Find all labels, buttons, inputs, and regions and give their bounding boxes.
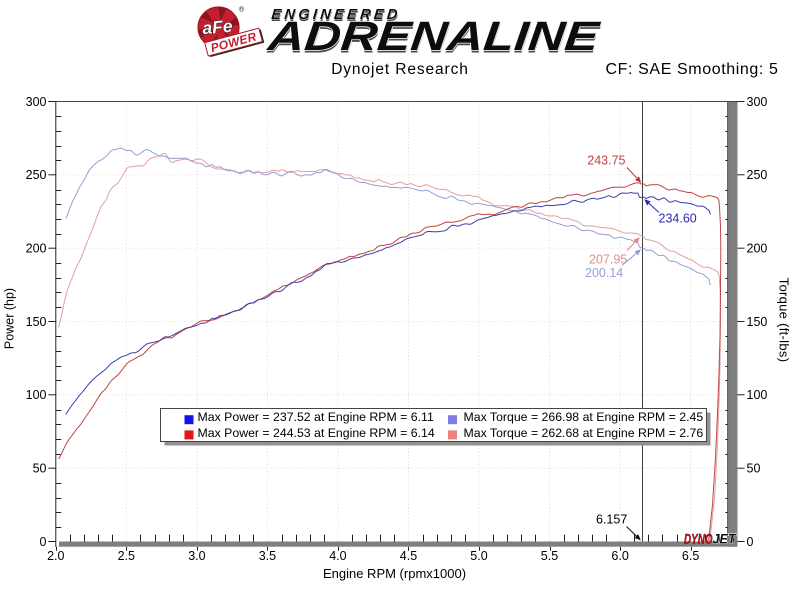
svg-text:5.0: 5.0 (470, 549, 487, 563)
svg-text:100: 100 (26, 388, 47, 402)
svg-text:R: R (240, 7, 244, 12)
svg-text:3.5: 3.5 (259, 549, 276, 563)
svg-text:5.5: 5.5 (541, 549, 558, 563)
svg-text:300: 300 (26, 95, 47, 109)
svg-text:Max Power = 237.52 at Engine R: Max Power = 237.52 at Engine RPM = 6.11 (198, 410, 434, 424)
svg-text:100: 100 (747, 388, 768, 402)
svg-text:2.0: 2.0 (47, 549, 64, 563)
svg-text:234.60: 234.60 (659, 212, 697, 226)
svg-text:250: 250 (747, 168, 768, 182)
svg-text:Max Torque = 266.98 at Engine: Max Torque = 266.98 at Engine RPM = 2.45 (464, 410, 704, 424)
svg-text:207.95: 207.95 (589, 253, 627, 267)
svg-text:6.5: 6.5 (682, 549, 699, 563)
svg-text:JET: JET (713, 532, 738, 547)
svg-text:ENGINEERED: ENGINEERED (271, 7, 399, 23)
svg-text:4.5: 4.5 (400, 549, 417, 563)
svg-text:Torque (ft-lbs): Torque (ft-lbs) (777, 278, 792, 363)
svg-text:50: 50 (747, 462, 761, 476)
svg-text:243.75: 243.75 (587, 154, 625, 168)
svg-text:ADRENALINE: ADRENALINE (265, 16, 603, 62)
svg-text:2.5: 2.5 (118, 549, 135, 563)
svg-text:Power (hp): Power (hp) (3, 288, 17, 349)
svg-text:Max Power = 244.53 at Engine R: Max Power = 244.53 at Engine RPM = 6.14 (198, 426, 435, 440)
svg-text:200.14: 200.14 (585, 266, 623, 280)
svg-text:Engine RPM (rpmx1000): Engine RPM (rpmx1000) (323, 566, 466, 581)
svg-text:3.0: 3.0 (188, 549, 205, 563)
svg-text:150: 150 (747, 315, 768, 329)
svg-text:DYNO: DYNO (684, 532, 713, 547)
svg-text:ADRENALINE: ADRENALINE (265, 13, 603, 59)
svg-text:6.157: 6.157 (596, 513, 627, 527)
svg-text:4.0: 4.0 (329, 549, 346, 563)
svg-text:ENGINEERED: ENGINEERED (271, 9, 399, 25)
svg-text:6.0: 6.0 (611, 549, 628, 563)
svg-text:200: 200 (747, 242, 768, 256)
svg-text:Dynojet Research: Dynojet Research (331, 61, 469, 78)
svg-text:250: 250 (26, 168, 47, 182)
svg-text:300: 300 (747, 95, 768, 109)
svg-text:0: 0 (40, 535, 47, 549)
svg-text:50: 50 (33, 462, 47, 476)
svg-text:Max Torque = 262.68 at Engine: Max Torque = 262.68 at Engine RPM = 2.76 (464, 426, 704, 440)
svg-text:150: 150 (26, 315, 47, 329)
svg-text:CF: SAE Smoothing: 5: CF: SAE Smoothing: 5 (606, 61, 779, 78)
svg-text:200: 200 (26, 242, 47, 256)
svg-text:aFe: aFe (202, 16, 234, 39)
svg-text:0: 0 (747, 535, 754, 549)
